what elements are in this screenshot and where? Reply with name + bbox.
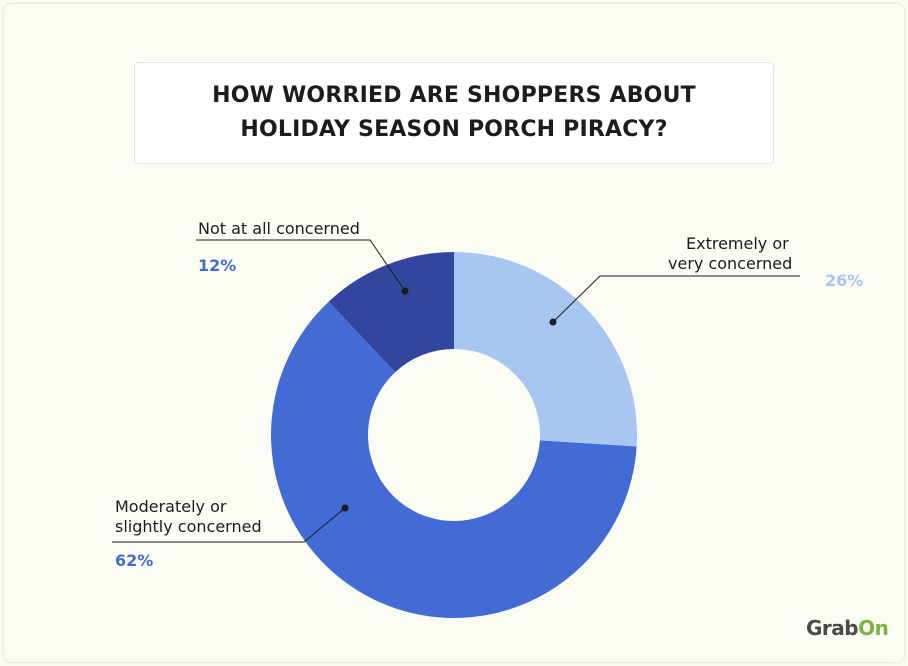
leader-dot-moderately xyxy=(341,504,349,512)
leader-dot-not-concerned xyxy=(401,287,409,295)
leader-line-moderately xyxy=(112,507,346,543)
slice-moderately-concerned xyxy=(271,301,637,618)
label-extremely-line1: Extremely or xyxy=(686,234,789,253)
pct-extremely: 26% xyxy=(825,271,864,290)
pct-not-concerned: 12% xyxy=(198,256,237,275)
title-box: HOW WORRIED ARE SHOPPERS ABOUT HOLIDAY S… xyxy=(134,62,774,164)
pct-moderately: 62% xyxy=(115,551,154,570)
logo-on: On xyxy=(858,616,889,640)
leader-dot-extremely xyxy=(549,318,557,326)
label-extremely-line2: very concerned xyxy=(668,254,793,273)
grabon-logo: GrabOn xyxy=(806,616,889,640)
leader-line-extremely xyxy=(552,275,800,323)
label-moderately-line2: slightly concerned xyxy=(115,517,262,536)
label-not-concerned: Not at all concerned xyxy=(198,219,360,238)
slice-not-concerned xyxy=(328,252,454,373)
chart-title: HOW WORRIED ARE SHOPPERS ABOUT HOLIDAY S… xyxy=(212,83,696,142)
label-moderately-line1: Moderately or xyxy=(115,497,227,516)
logo-grab: Grab xyxy=(806,616,859,640)
leader-line-not-concerned xyxy=(196,239,406,292)
slice-extremely-concerned xyxy=(454,252,637,447)
